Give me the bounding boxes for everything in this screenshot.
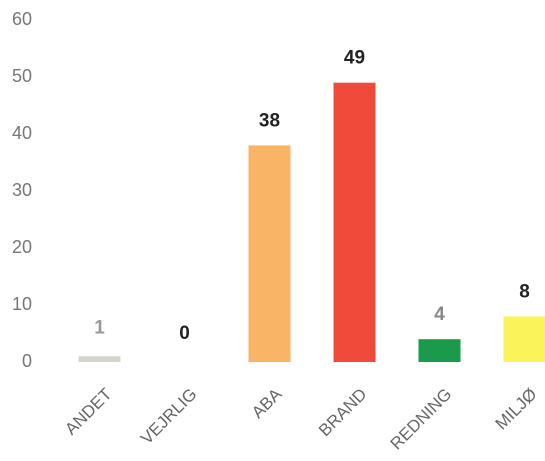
x-tick-label: REDNING xyxy=(387,385,456,454)
y-tick-label: 60 xyxy=(12,9,32,29)
data-label: 8 xyxy=(519,281,530,302)
y-tick-label: 10 xyxy=(12,294,32,314)
x-tick-label: ANDET xyxy=(61,385,115,439)
data-label: 4 xyxy=(434,304,445,325)
data-label: 49 xyxy=(344,48,365,69)
bar xyxy=(248,145,291,362)
y-tick-label: 20 xyxy=(12,237,32,257)
y-tick-label: 50 xyxy=(12,66,32,86)
data-label: 1 xyxy=(94,317,105,338)
y-tick-label: 30 xyxy=(12,180,32,200)
bar xyxy=(78,356,121,362)
x-tick-label: VEJRLIG xyxy=(137,385,201,449)
bar xyxy=(418,339,461,362)
x-tick-label: MILJØ xyxy=(492,385,541,434)
x-tick-label: BRAND xyxy=(315,385,371,441)
data-label: 38 xyxy=(259,110,280,131)
y-tick-label: 0 xyxy=(22,351,32,371)
x-tick-label: ABA xyxy=(248,384,286,422)
bar xyxy=(333,82,376,362)
y-tick-label: 40 xyxy=(12,123,32,143)
data-label: 0 xyxy=(179,323,190,344)
bar xyxy=(503,316,545,362)
